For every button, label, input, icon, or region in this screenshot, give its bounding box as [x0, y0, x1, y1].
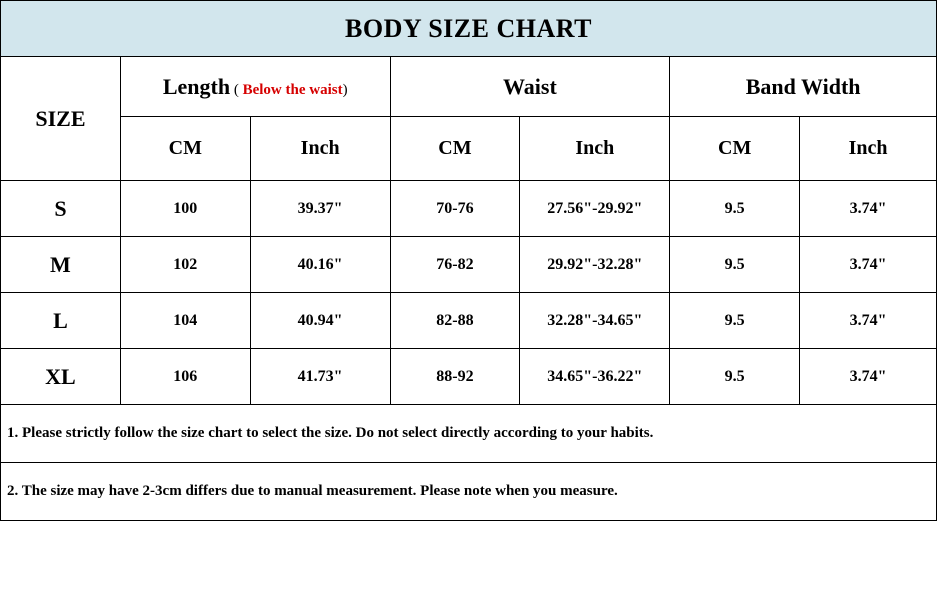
unit-waist-inch: Inch: [520, 117, 670, 181]
header-length: Length ( Below the waist): [120, 57, 390, 117]
header-waist: Waist: [390, 57, 670, 117]
cell-length-in: 40.94": [250, 293, 390, 349]
table-row: L 104 40.94" 82-88 32.28"-34.65" 9.5 3.7…: [1, 293, 937, 349]
cell-band-cm: 9.5: [670, 237, 800, 293]
header-band-width: Band Width: [670, 57, 937, 117]
cell-band-in: 3.74": [800, 349, 937, 405]
cell-size: M: [1, 237, 121, 293]
cell-band-cm: 9.5: [670, 349, 800, 405]
cell-waist-cm: 88-92: [390, 349, 520, 405]
table-row: S 100 39.37" 70-76 27.56"-29.92" 9.5 3.7…: [1, 181, 937, 237]
cell-waist-cm: 76-82: [390, 237, 520, 293]
header-size: SIZE: [1, 57, 121, 181]
cell-length-cm: 100: [120, 181, 250, 237]
unit-length-cm: CM: [120, 117, 250, 181]
header-group-row: SIZE Length ( Below the waist) Waist Ban…: [1, 57, 937, 117]
cell-length-cm: 104: [120, 293, 250, 349]
cell-band-cm: 9.5: [670, 181, 800, 237]
unit-band-inch: Inch: [800, 117, 937, 181]
table-row: XL 106 41.73" 88-92 34.65"-36.22" 9.5 3.…: [1, 349, 937, 405]
cell-waist-cm: 82-88: [390, 293, 520, 349]
note-row: 1. Please strictly follow the size chart…: [1, 405, 937, 463]
cell-waist-in: 34.65"-36.22": [520, 349, 670, 405]
note-row: 2. The size may have 2-3cm differs due t…: [1, 463, 937, 521]
cell-waist-in: 27.56"-29.92": [520, 181, 670, 237]
cell-band-in: 3.74": [800, 181, 937, 237]
cell-length-cm: 102: [120, 237, 250, 293]
cell-size: XL: [1, 349, 121, 405]
cell-waist-cm: 70-76: [390, 181, 520, 237]
size-chart-table: BODY SIZE CHART SIZE Length ( Below the …: [0, 0, 937, 521]
chart-title: BODY SIZE CHART: [1, 1, 937, 57]
cell-size: L: [1, 293, 121, 349]
unit-row: CM Inch CM Inch CM Inch: [1, 117, 937, 181]
title-row: BODY SIZE CHART: [1, 1, 937, 57]
cell-length-in: 40.16": [250, 237, 390, 293]
note-1: 1. Please strictly follow the size chart…: [1, 405, 937, 463]
cell-waist-in: 32.28"-34.65": [520, 293, 670, 349]
header-length-sub-open: (: [230, 82, 243, 98]
cell-band-in: 3.74": [800, 237, 937, 293]
cell-waist-in: 29.92"-32.28": [520, 237, 670, 293]
unit-band-cm: CM: [670, 117, 800, 181]
cell-length-cm: 106: [120, 349, 250, 405]
header-length-label: Length: [163, 74, 230, 99]
unit-length-inch: Inch: [250, 117, 390, 181]
cell-size: S: [1, 181, 121, 237]
header-length-sub-red: Below the waist: [243, 82, 343, 98]
table-row: M 102 40.16" 76-82 29.92"-32.28" 9.5 3.7…: [1, 237, 937, 293]
note-2: 2. The size may have 2-3cm differs due t…: [1, 463, 937, 521]
cell-length-in: 39.37": [250, 181, 390, 237]
unit-waist-cm: CM: [390, 117, 520, 181]
cell-band-cm: 9.5: [670, 293, 800, 349]
cell-band-in: 3.74": [800, 293, 937, 349]
cell-length-in: 41.73": [250, 349, 390, 405]
header-length-sub-close: ): [343, 82, 348, 98]
